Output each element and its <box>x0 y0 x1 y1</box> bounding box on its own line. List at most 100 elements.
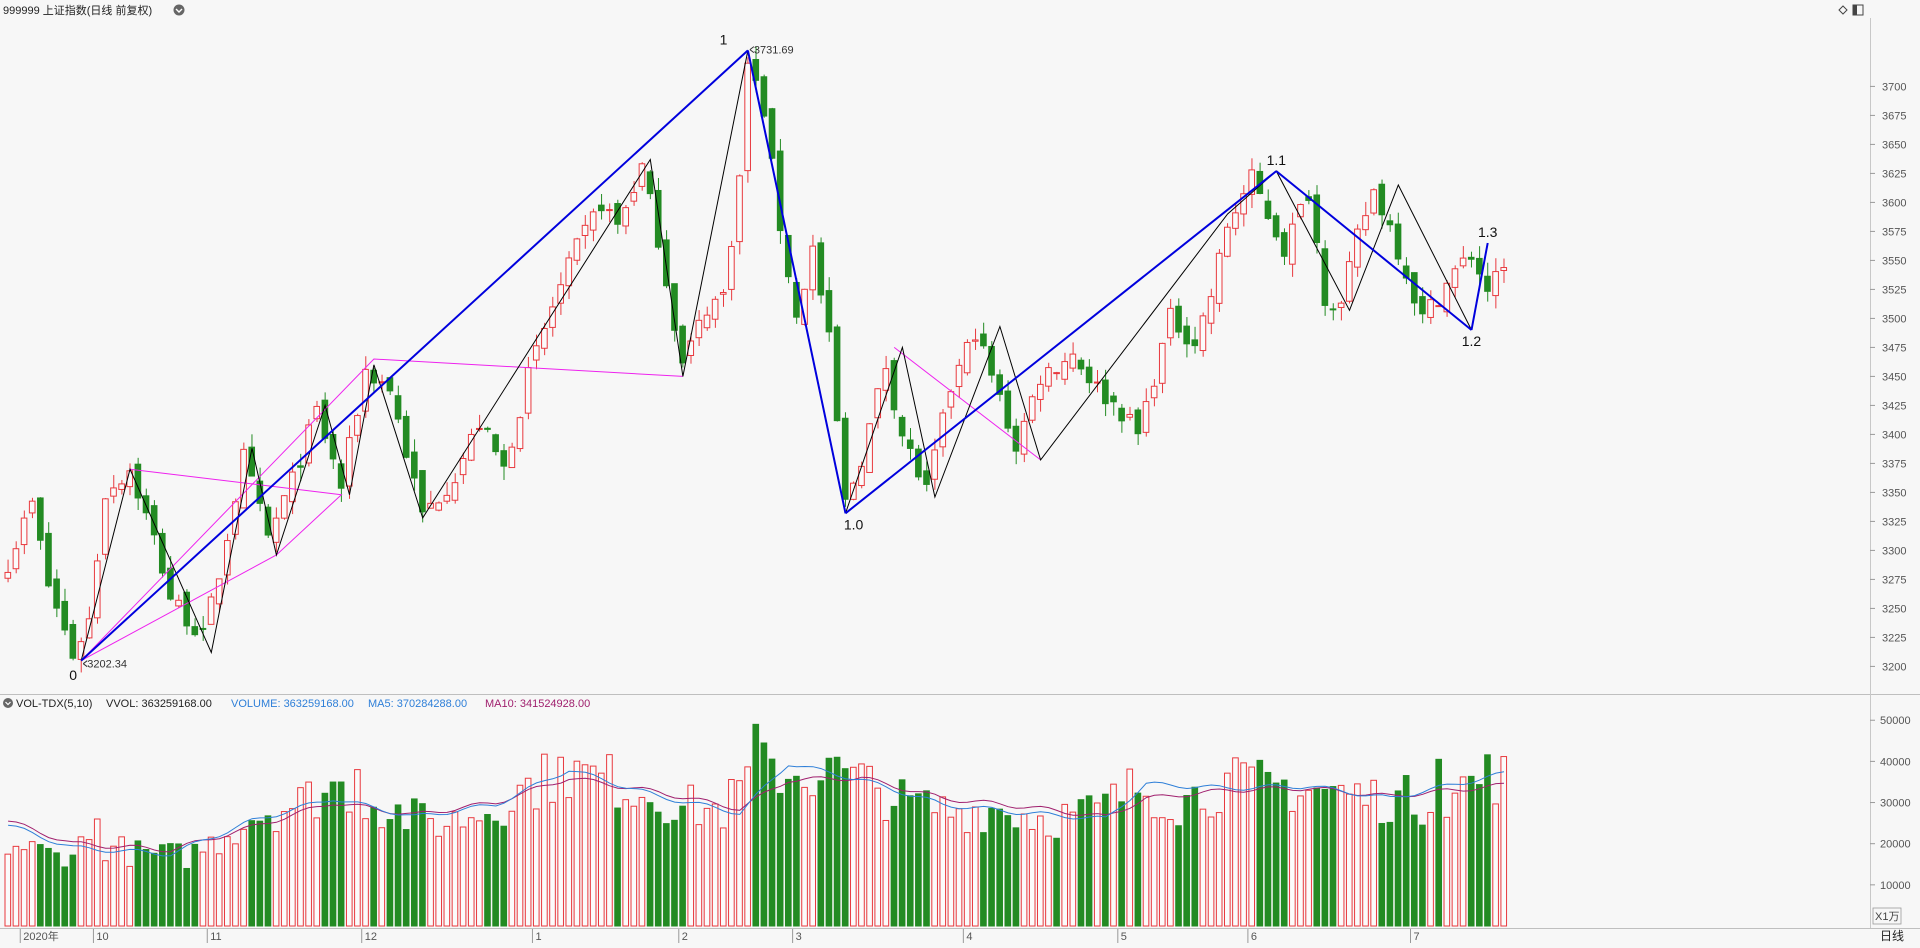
volume-bar <box>1167 819 1174 927</box>
price-tick-label: 3475 <box>1882 342 1906 354</box>
candle <box>687 340 695 356</box>
price-tick-label: 3625 <box>1882 168 1906 180</box>
candle <box>955 364 963 388</box>
volume-bar <box>256 820 264 927</box>
volume-bar <box>923 790 930 927</box>
volume-bar <box>354 769 361 927</box>
volume-bar <box>500 825 508 927</box>
price-tick-label: 3400 <box>1882 429 1906 441</box>
volume-bar <box>557 756 564 927</box>
volume-bar <box>394 804 402 927</box>
volume-bar <box>833 756 841 927</box>
volume-bar <box>1500 756 1508 927</box>
volume-bar <box>1191 786 1199 927</box>
candle <box>1410 272 1418 304</box>
candle <box>1427 299 1434 318</box>
candle <box>1354 228 1361 268</box>
candle <box>492 434 499 453</box>
volume-bar <box>1224 772 1231 927</box>
panel-toggle-icon[interactable] <box>1852 4 1864 16</box>
volume-bar <box>1085 795 1093 927</box>
candle <box>833 326 841 422</box>
candle <box>866 423 873 473</box>
time-tick-label: 12 <box>365 931 377 943</box>
candle <box>1370 189 1377 214</box>
period-label[interactable]: 日线 <box>1880 929 1904 943</box>
volume-bar <box>1476 784 1483 927</box>
candle <box>1077 359 1085 370</box>
candle <box>1272 215 1280 238</box>
volume-bar <box>1289 810 1296 927</box>
candle <box>500 450 508 467</box>
candle <box>484 427 491 430</box>
volume-bar <box>85 839 93 927</box>
candle <box>939 412 947 448</box>
volume-bar <box>1280 779 1288 927</box>
volume-bar <box>532 808 540 927</box>
volume-bar <box>817 780 825 927</box>
volume-bar <box>402 829 410 927</box>
volume-bar <box>1427 811 1434 927</box>
price-tick-label: 3375 <box>1882 458 1906 470</box>
candle <box>1085 366 1093 384</box>
volume-legend: VOL-TDX(5,10) VVOL: 363259168.00 VOLUME:… <box>3 698 590 710</box>
candle <box>1037 383 1044 400</box>
volume-bar <box>435 835 443 927</box>
volume-bar <box>305 781 312 927</box>
volume-bar <box>524 777 532 927</box>
diamond-icon[interactable] <box>1838 5 1848 15</box>
volume-bar <box>378 827 386 927</box>
wave-label: 0 <box>69 667 77 683</box>
volume-bar <box>630 805 638 927</box>
candle <box>557 284 564 304</box>
candle <box>313 405 321 420</box>
volume-bar <box>565 797 573 927</box>
candle <box>1142 401 1150 433</box>
price-tick-label: 3675 <box>1882 110 1906 122</box>
volume-bar <box>744 766 751 927</box>
volume-bar <box>606 754 613 927</box>
ma10-value: MA10: 341524928.00 <box>485 698 590 710</box>
candle <box>1467 256 1475 260</box>
volume-bar <box>4 853 12 927</box>
volume-bar <box>1142 795 1150 927</box>
volume-bar <box>1028 828 1036 927</box>
volume-bar <box>1313 787 1321 927</box>
candle <box>654 189 662 248</box>
candle <box>638 163 646 187</box>
volume-bar <box>646 802 654 927</box>
volume-bar <box>484 814 491 927</box>
candle <box>663 239 670 287</box>
volume-bar <box>719 827 727 927</box>
candle <box>1313 194 1321 244</box>
volume-bar <box>69 854 77 927</box>
candle <box>1443 282 1451 313</box>
volume-bar <box>1077 799 1085 927</box>
volume-bar <box>947 816 955 927</box>
volume-bar <box>232 843 239 927</box>
candle <box>1167 307 1174 339</box>
candle <box>646 171 654 195</box>
volume-dropdown-icon[interactable] <box>3 698 13 708</box>
volume-bar <box>110 845 117 927</box>
volume-bar <box>1419 824 1426 927</box>
candle <box>760 76 768 117</box>
volume-bar <box>1345 793 1353 927</box>
candle <box>69 624 77 659</box>
volume-bar <box>784 778 792 927</box>
candle <box>736 175 743 243</box>
volume-bar <box>1061 803 1069 927</box>
candle <box>711 298 719 320</box>
title-dropdown-icon[interactable] <box>173 4 185 16</box>
candle <box>4 571 12 579</box>
volume-ma-lines <box>8 765 1505 857</box>
candle <box>264 506 272 536</box>
volume-bar <box>858 763 865 927</box>
volume-bar <box>459 826 467 927</box>
candle <box>1004 390 1012 429</box>
candle <box>1362 215 1369 231</box>
volume-bar <box>411 798 418 927</box>
price-tick-label: 3350 <box>1882 487 1906 499</box>
candle <box>1394 223 1402 260</box>
candle <box>1345 261 1353 302</box>
